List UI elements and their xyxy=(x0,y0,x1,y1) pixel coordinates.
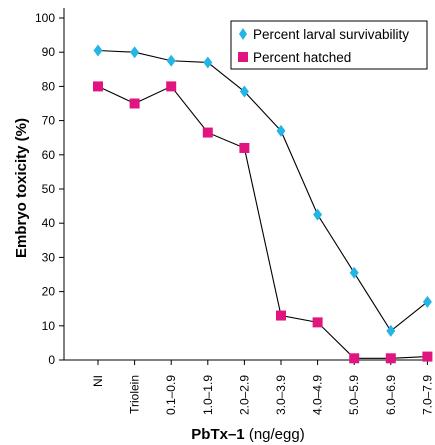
y-tick-label: 20 xyxy=(42,285,56,299)
data-point-diamond xyxy=(93,44,103,57)
data-point-diamond xyxy=(130,46,140,59)
x-tick-label: 3.0–3.9 xyxy=(274,375,288,415)
y-tick-label: 10 xyxy=(42,319,56,333)
data-point-square xyxy=(239,142,250,153)
x-tick-label: 2.0–2.9 xyxy=(237,375,251,415)
data-point-square xyxy=(129,98,140,109)
legend-diamond-icon xyxy=(239,28,247,40)
x-tick-label: 7.0–7.9 xyxy=(420,375,434,415)
data-point-diamond xyxy=(239,85,249,98)
legend-square-icon xyxy=(238,52,248,62)
data-point-diamond xyxy=(422,295,432,308)
x-tick-label: 1.0–1.9 xyxy=(201,375,215,415)
data-point-diamond xyxy=(349,266,359,279)
legend-box xyxy=(230,20,428,70)
data-point-diamond xyxy=(203,56,213,69)
data-point-diamond xyxy=(386,324,396,337)
y-tick-label: 70 xyxy=(42,114,56,128)
y-axis-ticks: 0 10 20 30 40 50 60 70 80 90 100 xyxy=(35,11,64,367)
data-point-square xyxy=(349,353,360,364)
y-tick-label: 90 xyxy=(42,45,56,59)
x-tick-label: 5.0–5.9 xyxy=(347,375,361,415)
x-axis-ticks: NI Triolein 0.1–0.9 1.0–1.9 2.0–2.9 3.0–3.9 4.… xyxy=(91,360,434,415)
x-tick-label: 4.0–4.9 xyxy=(311,375,325,415)
y-tick-label: 80 xyxy=(42,79,56,93)
legend-label: Percent hatched xyxy=(253,50,351,65)
data-point-square xyxy=(385,353,396,364)
x-tick-label: 6.0–6.9 xyxy=(384,375,398,415)
y-axis-title: Embryo toxicity (%) xyxy=(13,118,30,258)
data-point-square xyxy=(312,317,323,328)
x-axis-title-main: PbTx–1 xyxy=(191,426,244,443)
axes xyxy=(63,8,432,361)
data-point-square xyxy=(422,351,433,362)
data-point-diamond xyxy=(276,124,286,137)
y-tick-label: 0 xyxy=(48,353,55,367)
series-larval-survivability xyxy=(93,44,432,337)
legend: Percent larval survivability Percent hatc… xyxy=(230,20,428,70)
y-tick-label: 40 xyxy=(42,216,56,230)
data-point-square xyxy=(202,127,213,138)
x-axis-title-unit: (ng/egg) xyxy=(249,426,305,443)
y-tick-label: 60 xyxy=(42,148,56,162)
x-tick-label: 0.1–0.9 xyxy=(164,375,178,415)
data-point-diamond xyxy=(166,54,176,67)
y-tick-label: 100 xyxy=(35,11,55,25)
data-point-diamond xyxy=(313,208,323,221)
series-line xyxy=(97,85,428,359)
series-hatched xyxy=(93,81,433,364)
data-point-square xyxy=(276,310,286,321)
x-axis-title: PbTx–1 (ng/egg) xyxy=(191,426,304,443)
series-layer xyxy=(93,44,433,364)
y-tick-label: 50 xyxy=(42,182,56,196)
data-point-square xyxy=(93,81,103,92)
x-tick-label: NI xyxy=(91,375,105,387)
y-tick-label: 30 xyxy=(42,250,56,264)
data-point-square xyxy=(166,81,177,92)
legend-label: Percent larval survivability xyxy=(253,27,409,42)
series-line xyxy=(97,49,428,332)
x-tick-label: Triolein xyxy=(128,375,142,414)
